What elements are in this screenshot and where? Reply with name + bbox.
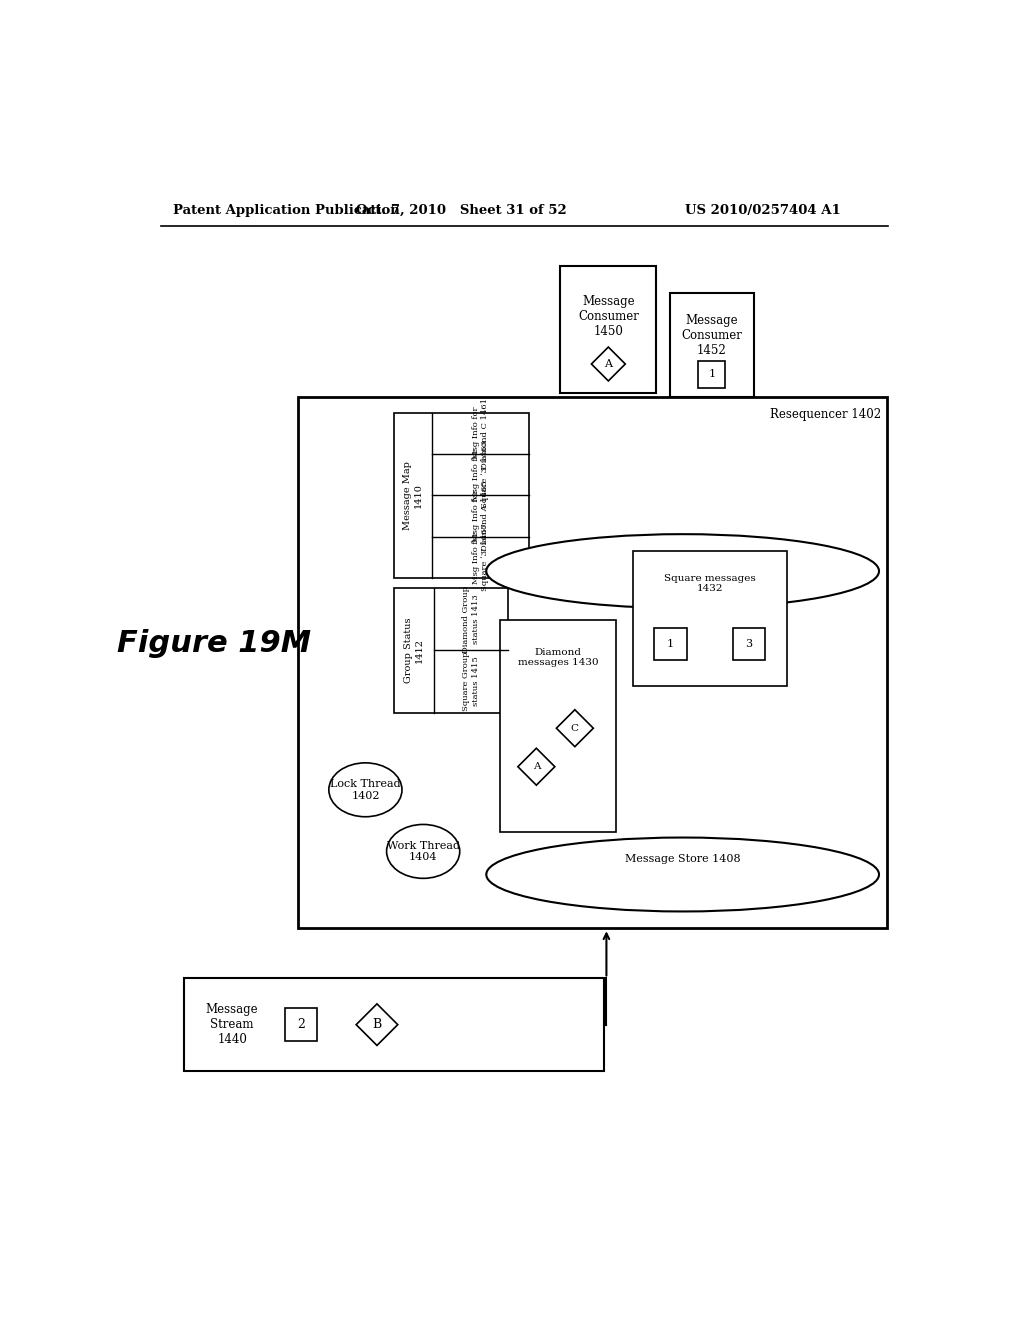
Text: Message
Consumer
1450: Message Consumer 1450 [578,294,639,338]
Text: Msg Info for
Diamond C 1461: Msg Info for Diamond C 1461 [472,397,489,469]
Text: Message
Consumer
1452: Message Consumer 1452 [682,314,742,356]
Bar [633,552,786,686]
Text: 2: 2 [297,1018,305,1031]
Polygon shape [356,1003,397,1045]
Text: Square Group
status 1415: Square Group status 1415 [462,652,479,711]
Bar [670,293,755,397]
Text: C: C [570,723,579,733]
Bar [394,413,528,578]
Text: Message Store 1408: Message Store 1408 [625,854,740,865]
Text: Resequencer 1402: Resequencer 1402 [770,408,882,421]
Bar [500,620,615,832]
Bar [394,589,508,713]
Text: 1: 1 [667,639,674,649]
Bar [733,628,765,660]
Text: Oct. 7, 2010   Sheet 31 of 52: Oct. 7, 2010 Sheet 31 of 52 [356,205,567,218]
Polygon shape [556,710,593,747]
Text: Msg Info for
Diamond A 1465: Msg Info for Diamond A 1465 [472,480,489,552]
Bar [654,628,686,660]
Text: US 2010/0257404 A1: US 2010/0257404 A1 [685,205,841,218]
Text: Diamond Group
status 1413: Diamond Group status 1413 [462,586,479,653]
Bar [486,572,879,875]
Ellipse shape [486,838,879,911]
Text: Message Map
1410: Message Map 1410 [403,461,423,529]
Text: Group Status
1412: Group Status 1412 [404,618,424,684]
Bar [298,397,888,928]
Text: Message
Stream
1440: Message Stream 1440 [206,1003,258,1047]
Text: Lock Thread
1402: Lock Thread 1402 [330,779,400,801]
Text: Figure 19M: Figure 19M [117,630,310,657]
Text: Msg Info for
Square ‘3’ 1467: Msg Info for Square ‘3’ 1467 [472,524,489,591]
Text: Msg Info for
Square ‘3’ 1463: Msg Info for Square ‘3’ 1463 [472,441,489,508]
Ellipse shape [329,763,402,817]
Polygon shape [518,748,555,785]
Bar [285,1008,316,1040]
Text: Diamond
messages 1430: Diamond messages 1430 [517,648,598,667]
Text: 1: 1 [709,370,716,379]
Bar [184,978,604,1071]
Ellipse shape [387,825,460,878]
Bar [698,360,725,388]
Text: Work Thread
1404: Work Thread 1404 [387,841,460,862]
Text: A: A [604,359,612,370]
Ellipse shape [486,535,879,609]
Text: Patent Application Publication: Patent Application Publication [173,205,399,218]
Text: B: B [373,1018,382,1031]
Bar [560,267,656,393]
Polygon shape [592,347,626,381]
Text: A: A [532,762,540,771]
Text: 3: 3 [745,639,753,649]
Text: Square messages
1432: Square messages 1432 [664,574,756,593]
